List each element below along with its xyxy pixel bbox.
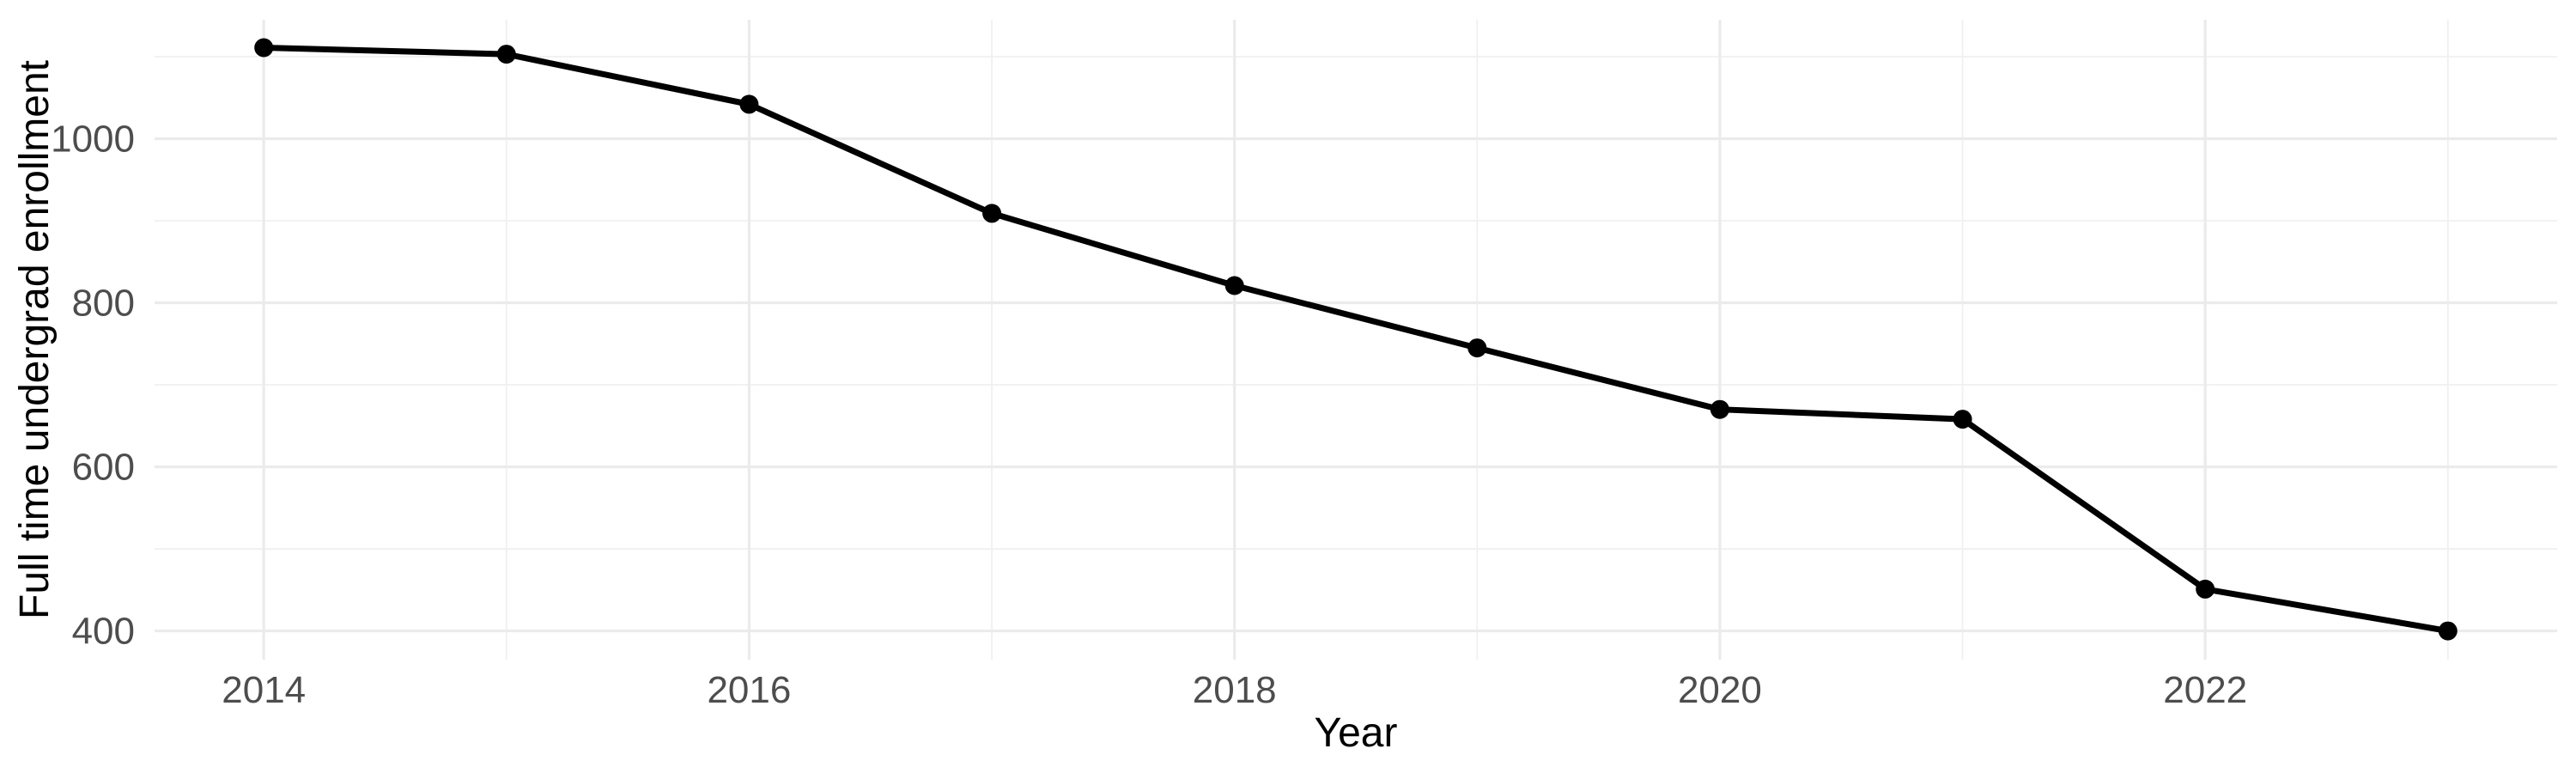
y-tick-label: 1000 [51,119,135,161]
data-point [982,204,1002,223]
data-points [254,38,2458,641]
x-tick-label: 2014 [222,669,306,711]
data-point [739,94,759,114]
data-line [264,45,2449,635]
major-gridlines [155,20,2557,660]
data-point [1467,338,1487,358]
y-axis-title: Full time undergrad enrollment [12,60,58,619]
data-point [1953,410,1972,429]
data-point [2196,579,2215,599]
data-point [1224,276,1244,295]
x-tick-label: 2022 [2163,669,2247,711]
x-tick-label: 2018 [1193,669,1277,711]
y-tick-label: 600 [72,447,135,489]
x-axis-tick-labels: 2014 2016 2018 2020 2022 [222,669,2247,711]
minor-gridlines [155,20,2557,660]
x-tick-label: 2020 [1678,669,1762,711]
data-point [496,45,516,64]
y-axis-tick-labels: 400 600 800 1000 [51,119,135,653]
data-point [254,38,274,58]
y-tick-label: 400 [72,611,135,653]
data-point [2438,621,2458,641]
x-axis-title: Year [1315,710,1398,756]
y-tick-label: 800 [72,283,135,325]
data-point [1710,399,1729,419]
x-tick-label: 2016 [707,669,791,711]
